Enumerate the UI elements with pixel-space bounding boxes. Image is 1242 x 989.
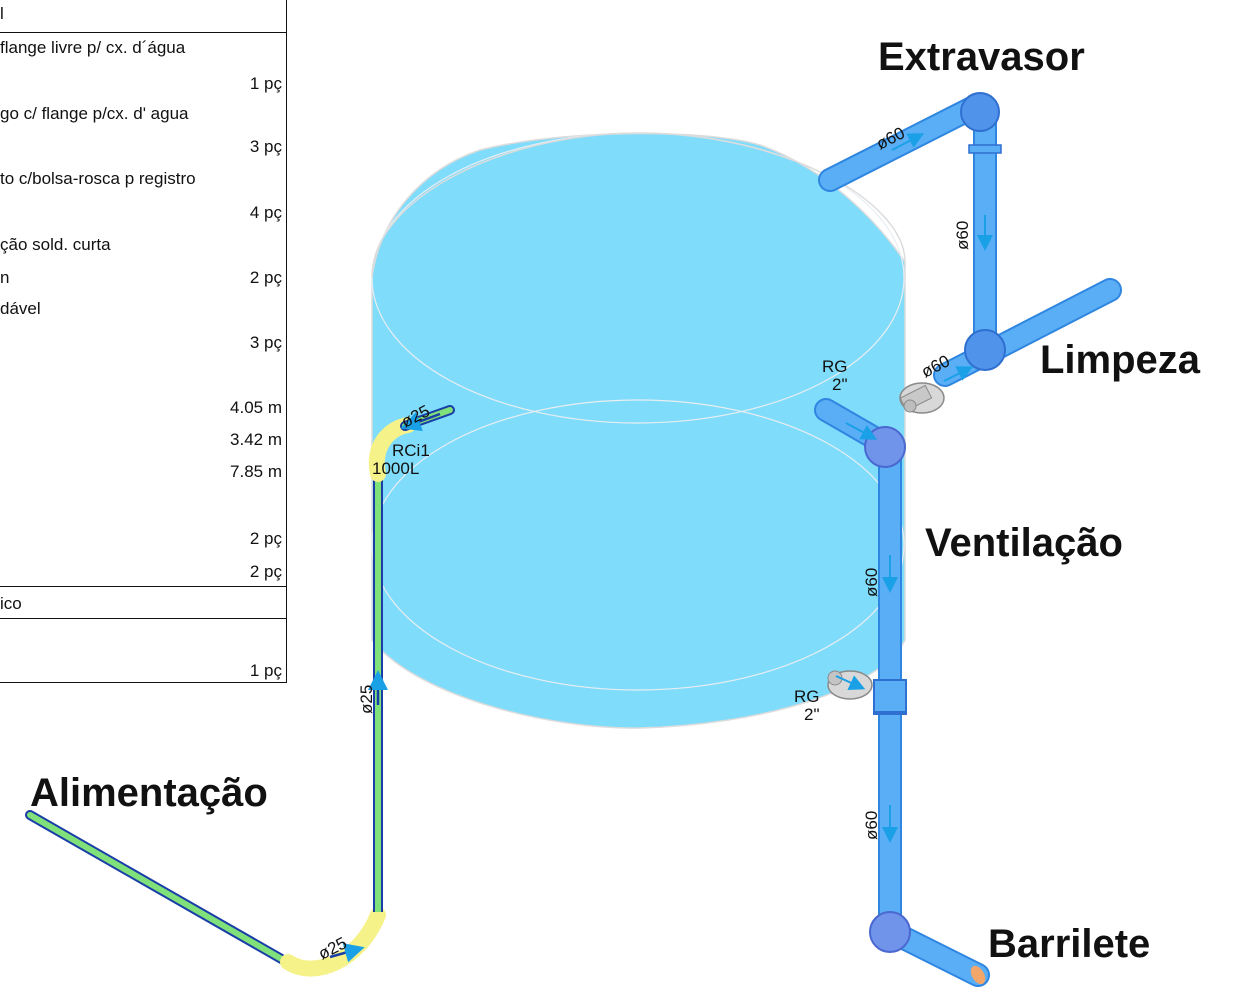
materials-row: to c/bolsa-rosca p registro xyxy=(0,169,286,191)
materials-header: l xyxy=(0,0,286,33)
diameter-extravasor-vertical: ø60 xyxy=(953,221,972,250)
diameter-ventilacao: ø60 xyxy=(862,568,881,597)
materials-header-text: l xyxy=(0,4,4,23)
valve-barrilete xyxy=(827,670,873,700)
materials-row: 3 pç xyxy=(0,333,286,355)
pipe-barrilete xyxy=(869,911,990,987)
materials-section-header: ico xyxy=(0,594,286,616)
row-qty: 3 pç xyxy=(249,137,282,156)
row-desc: dável xyxy=(0,299,41,318)
pipe-ventilacao xyxy=(814,398,907,920)
materials-row: 1 pç xyxy=(0,661,286,683)
materials-row: 2 pç xyxy=(0,529,286,551)
tank-id: RCi1 xyxy=(392,441,430,460)
materials-table: l flange livre p/ cx. d´água 1 pç go c/ … xyxy=(0,0,287,683)
row-desc: to c/bolsa-rosca p registro xyxy=(0,169,196,188)
materials-row: ção sold. curta xyxy=(0,235,286,257)
row-qty: 1 pç xyxy=(249,661,282,680)
row-desc: ico xyxy=(0,594,22,613)
row-desc: go c/ flange p/cx. d' agua xyxy=(0,104,189,123)
materials-row: n 2 pç xyxy=(0,268,286,290)
row-desc: ção sold. curta xyxy=(0,235,111,254)
row-qty: 2 pç xyxy=(249,529,282,548)
valve-limpeza xyxy=(899,382,945,414)
valve-tag-limpeza: RG xyxy=(822,357,848,376)
row-qty: 7.85 m xyxy=(230,462,282,481)
row-qty: 3 pç xyxy=(249,333,282,352)
materials-row: 3 pç xyxy=(0,137,286,159)
row-qty: 2 pç xyxy=(249,562,282,581)
materials-row: flange livre p/ cx. d´água xyxy=(0,38,286,60)
pipe-limpeza xyxy=(933,278,1122,387)
row-qty: 1 pç xyxy=(249,74,282,93)
row-qty: 4 pç xyxy=(249,203,282,222)
materials-row: 1 pç xyxy=(0,74,286,96)
materials-row: go c/ flange p/cx. d' agua xyxy=(0,104,286,126)
label-barrilete: Barrilete xyxy=(988,922,1150,966)
row-desc: n xyxy=(0,268,10,287)
materials-row: 3.42 m xyxy=(0,430,286,452)
valve-tag-barrilete: RG xyxy=(794,687,820,706)
water-tank xyxy=(371,132,906,729)
tank-capacity: 1000L xyxy=(372,459,419,478)
label-limpeza: Limpeza xyxy=(1040,338,1201,382)
table-divider xyxy=(0,618,286,619)
row-qty: 3.42 m xyxy=(230,430,282,449)
valve-size-limpeza: 2" xyxy=(832,375,848,394)
valve-size-barrilete: 2" xyxy=(804,705,820,724)
materials-row: 2 pç xyxy=(0,562,286,584)
table-divider xyxy=(0,586,286,587)
label-alimentacao: Alimentação xyxy=(30,771,268,815)
row-qty: 4.05 m xyxy=(230,398,282,417)
materials-row: dável xyxy=(0,299,286,321)
diameter-barrilete: ø60 xyxy=(862,811,881,840)
pipe-alimentacao xyxy=(25,405,455,977)
materials-row: 4 pç xyxy=(0,203,286,225)
label-ventilacao: Ventilação xyxy=(925,521,1123,565)
pipe-extravasor xyxy=(818,92,1002,345)
row-desc: flange livre p/ cx. d´água xyxy=(0,38,186,57)
label-extravasor: Extravasor xyxy=(878,35,1085,79)
materials-row: 4.05 m xyxy=(0,398,286,420)
diameter-alimentacao-vertical: ø25 xyxy=(357,685,376,714)
materials-row: 7.85 m xyxy=(0,462,286,484)
row-qty: 2 pç xyxy=(249,268,282,287)
